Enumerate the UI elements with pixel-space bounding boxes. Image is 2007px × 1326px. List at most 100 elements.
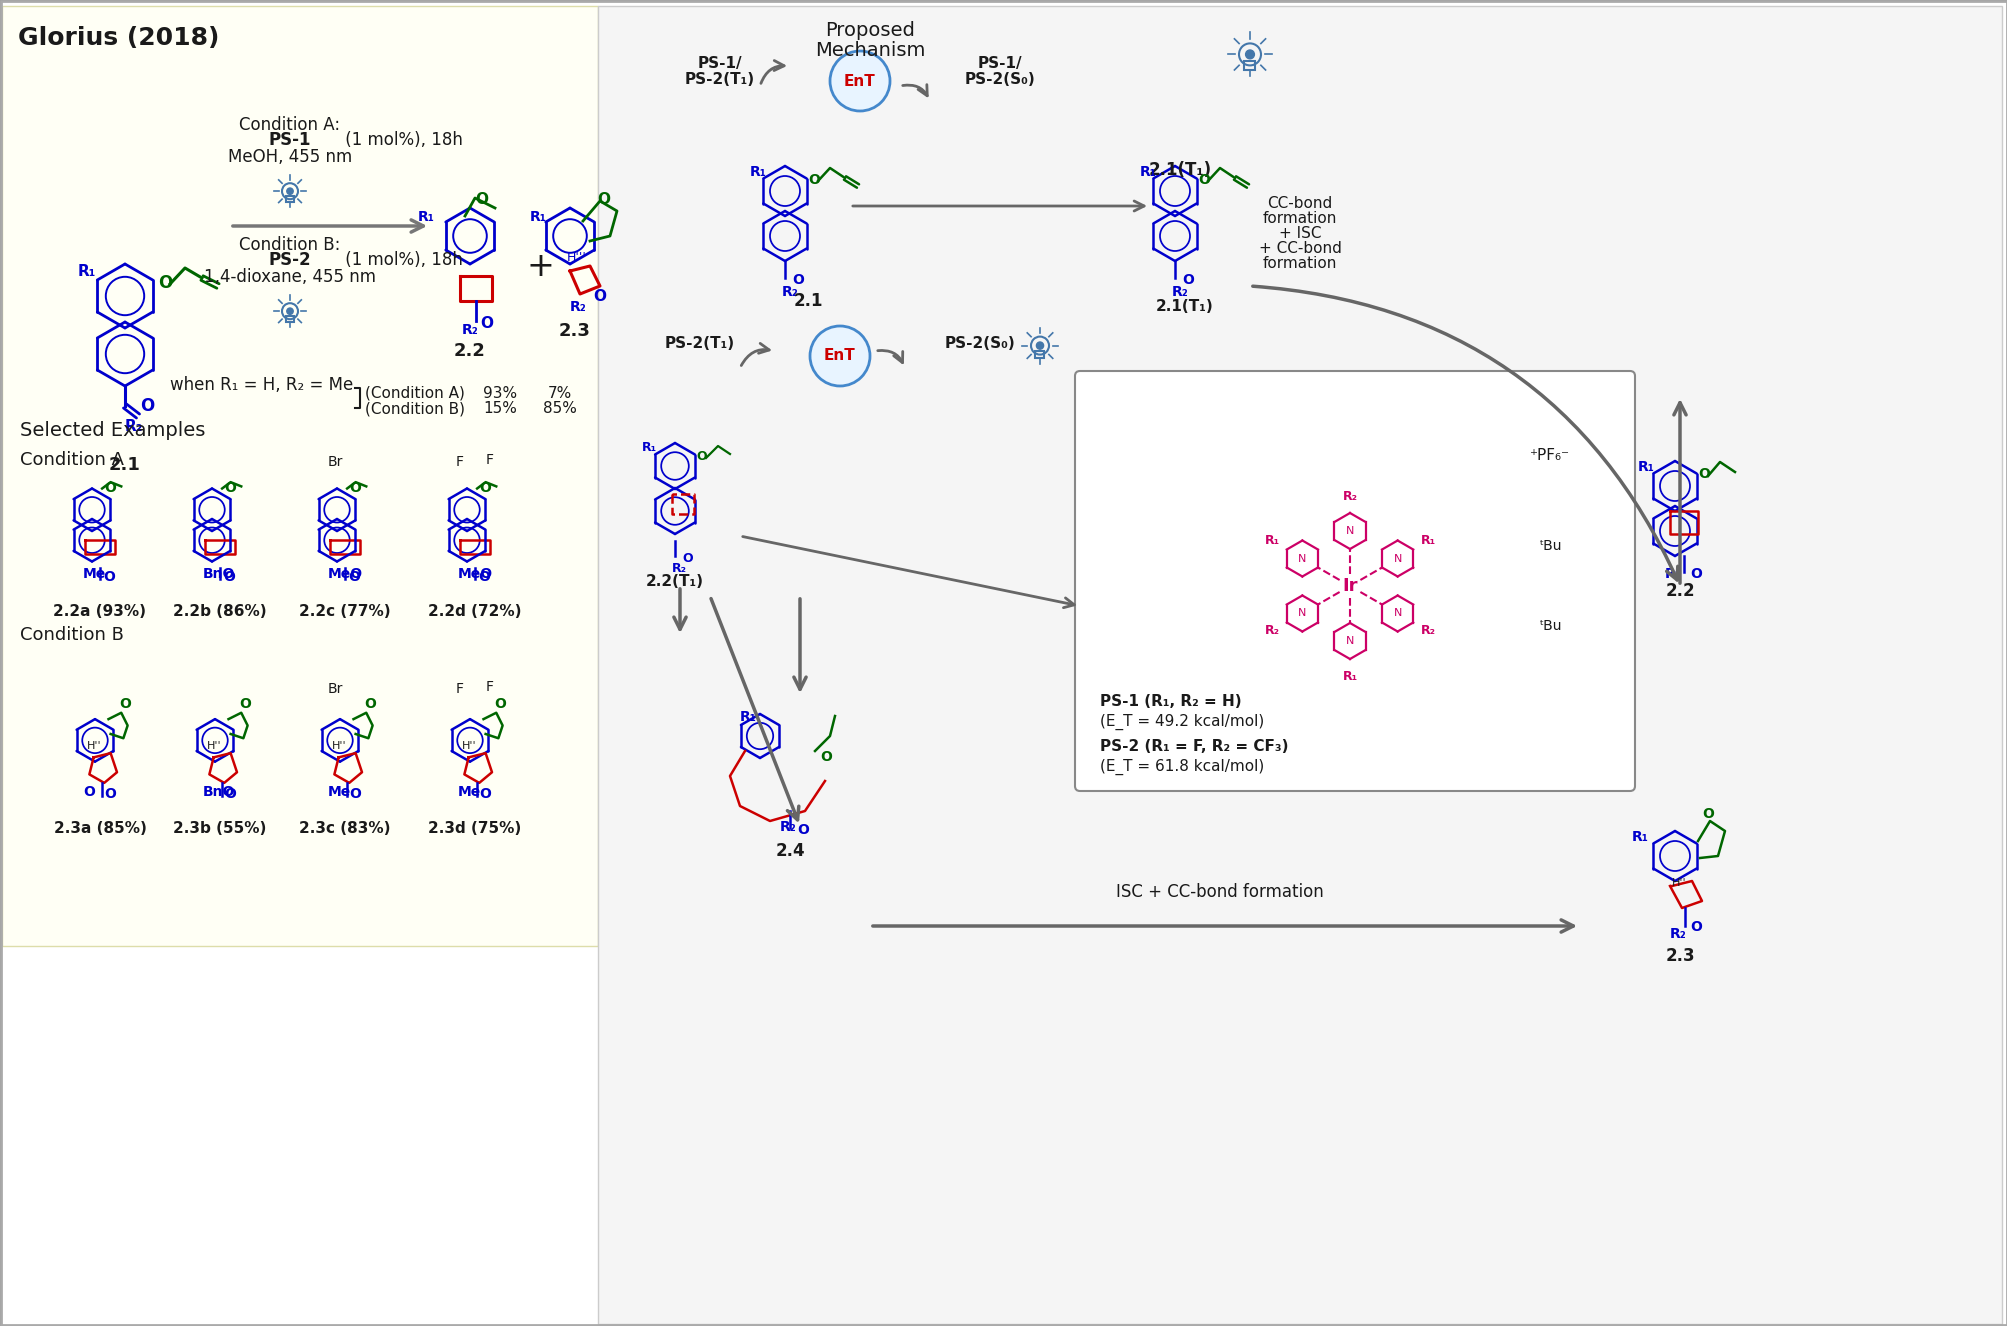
Text: O: O [225, 480, 237, 495]
Text: O: O [478, 570, 490, 583]
Text: ISC + CC-bond formation: ISC + CC-bond formation [1116, 883, 1323, 900]
Text: 1,4-dioxane, 455 nm: 1,4-dioxane, 455 nm [205, 268, 375, 286]
Text: R₁: R₁ [1264, 534, 1278, 548]
Text: 2.4: 2.4 [775, 842, 805, 861]
Text: 2.2: 2.2 [1664, 582, 1694, 599]
Text: O: O [480, 316, 494, 332]
Text: F: F [486, 453, 494, 467]
Text: 2.3c (83%): 2.3c (83%) [299, 821, 391, 835]
Text: N: N [1299, 609, 1307, 618]
Text: 2.1: 2.1 [793, 292, 823, 310]
Text: 7%: 7% [548, 386, 572, 400]
Circle shape [1036, 342, 1044, 349]
Text: 2.1: 2.1 [108, 456, 140, 473]
Text: 93%: 93% [484, 386, 518, 400]
Text: R₁: R₁ [1140, 164, 1156, 179]
Text: R₂: R₂ [1670, 927, 1686, 941]
Text: O: O [1198, 172, 1210, 187]
Text: O: O [1702, 808, 1714, 821]
Text: O: O [347, 570, 359, 583]
Text: EnT: EnT [843, 73, 875, 89]
Text: R₂: R₂ [672, 562, 686, 575]
Text: F: F [486, 680, 494, 693]
Text: O: O [480, 480, 492, 495]
Text: F: F [456, 455, 464, 469]
Text: PS-2 (R₁ = F, R₂ = CF₃): PS-2 (R₁ = F, R₂ = CF₃) [1100, 739, 1288, 754]
Text: O: O [1698, 467, 1710, 481]
Text: PS-2(S₀): PS-2(S₀) [963, 72, 1036, 88]
Text: 2.3a (85%): 2.3a (85%) [54, 821, 147, 835]
Text: O: O [682, 552, 692, 565]
Text: 2.1(T₁): 2.1(T₁) [1156, 298, 1214, 314]
Text: R₂: R₂ [1264, 625, 1278, 638]
Text: N: N [1345, 526, 1353, 536]
Text: O: O [480, 786, 492, 801]
Text: ᵗBu: ᵗBu [1539, 538, 1561, 553]
Text: R₁: R₁ [1632, 830, 1648, 845]
Text: Me: Me [458, 785, 482, 798]
Text: O: O [819, 751, 831, 764]
Text: 2.2(T₁): 2.2(T₁) [646, 574, 704, 589]
Text: 15%: 15% [484, 400, 516, 416]
Text: MeO: MeO [327, 568, 363, 582]
Text: N: N [1345, 636, 1353, 646]
Text: O: O [104, 786, 116, 801]
Text: H'': H'' [462, 741, 476, 751]
Text: N: N [1393, 609, 1401, 618]
Text: PS-2(T₁): PS-2(T₁) [664, 335, 735, 351]
Text: R₁: R₁ [751, 164, 767, 179]
Text: O: O [118, 697, 130, 712]
Text: N: N [1299, 553, 1307, 564]
Text: Me: Me [327, 785, 351, 798]
Text: PS-1/: PS-1/ [696, 56, 743, 72]
Text: Ir: Ir [1341, 577, 1357, 595]
Text: EnT: EnT [823, 349, 855, 363]
Text: (E_T = 61.8 kcal/mol): (E_T = 61.8 kcal/mol) [1100, 758, 1264, 776]
Text: formation: formation [1262, 211, 1337, 225]
Text: Condition A:: Condition A: [239, 115, 341, 134]
Text: BnO: BnO [203, 568, 235, 582]
Text: R₂: R₂ [1343, 489, 1357, 503]
Text: 2.2d (72%): 2.2d (72%) [427, 605, 522, 619]
Text: O: O [596, 192, 610, 207]
Text: 2.2b (86%): 2.2b (86%) [173, 605, 267, 619]
Text: + CC-bond: + CC-bond [1258, 241, 1341, 256]
Text: R₁: R₁ [1419, 534, 1435, 548]
Text: +: + [526, 249, 554, 282]
Text: R₂: R₂ [124, 419, 142, 434]
Text: O: O [494, 697, 506, 712]
Text: R₂: R₂ [1664, 568, 1682, 581]
Text: R₁: R₁ [417, 210, 436, 224]
Text: O: O [791, 273, 803, 286]
Text: O: O [159, 274, 173, 292]
Text: N: N [1393, 553, 1401, 564]
Text: MeO: MeO [458, 568, 494, 582]
Text: when R₁ = H, R₂ = Me: when R₁ = H, R₂ = Me [171, 377, 353, 394]
Text: 2.2c (77%): 2.2c (77%) [299, 605, 391, 619]
Circle shape [287, 188, 293, 195]
Text: Mechanism: Mechanism [815, 41, 925, 60]
Text: ⁺PF₆⁻: ⁺PF₆⁻ [1529, 448, 1569, 464]
Circle shape [287, 308, 293, 314]
Text: Br: Br [327, 682, 343, 696]
Text: O: O [82, 785, 94, 798]
Text: R₁: R₁ [530, 210, 546, 224]
Text: PS-1/: PS-1/ [977, 56, 1022, 72]
Text: O: O [349, 786, 361, 801]
Text: PS-1: PS-1 [269, 131, 311, 149]
Text: 2.2: 2.2 [454, 342, 486, 359]
FancyBboxPatch shape [1074, 371, 1634, 792]
Text: PS-2(S₀): PS-2(S₀) [943, 335, 1016, 351]
Text: ᵗBu: ᵗBu [1539, 619, 1561, 633]
Text: R₂: R₂ [779, 819, 797, 834]
Text: F: F [456, 682, 464, 696]
Text: O: O [592, 289, 606, 304]
Text: Condition B: Condition B [20, 626, 124, 644]
Text: (Condition A): (Condition A) [365, 386, 466, 400]
Text: (1 mol%), 18h: (1 mol%), 18h [339, 131, 464, 149]
FancyBboxPatch shape [2, 7, 598, 945]
Text: O: O [797, 823, 809, 837]
Text: (1 mol%), 18h: (1 mol%), 18h [339, 251, 464, 269]
Text: O: O [140, 396, 155, 415]
Text: O: O [104, 480, 116, 495]
